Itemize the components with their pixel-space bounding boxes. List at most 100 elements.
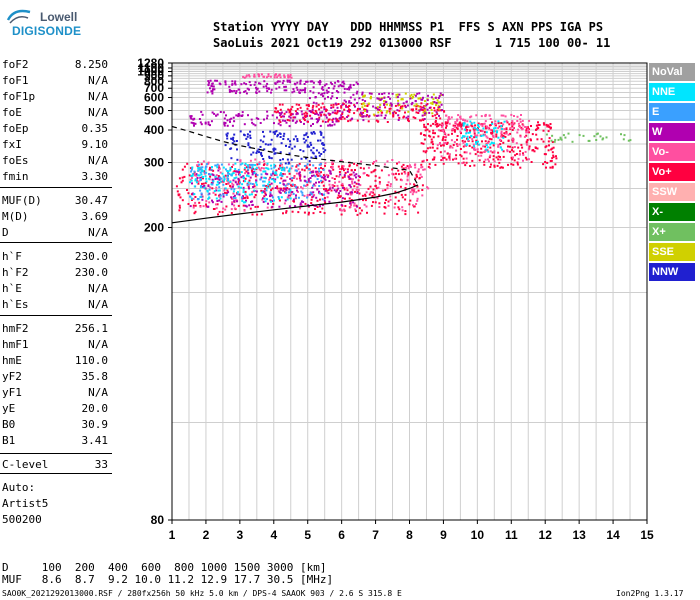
param-row: hmF2 256.1 <box>2 322 108 336</box>
echo-point <box>567 132 570 135</box>
echo-point <box>211 201 214 204</box>
echo-point <box>304 111 307 114</box>
echo-point <box>282 189 285 192</box>
echo-point <box>526 129 529 131</box>
echo-point <box>326 196 329 199</box>
echo-point <box>284 119 287 122</box>
echo-point <box>547 130 550 133</box>
echo-point <box>493 151 496 154</box>
echo-point <box>309 110 312 113</box>
echo-point <box>334 109 337 112</box>
echo-point <box>294 135 297 138</box>
echo-point <box>298 177 301 180</box>
echo-point <box>525 158 528 161</box>
echo-point <box>262 164 265 166</box>
echo-point <box>289 140 291 143</box>
echo-point <box>428 106 431 109</box>
echo-point <box>274 171 277 174</box>
echo-point <box>351 117 354 120</box>
echo-point <box>432 132 435 135</box>
echo-point <box>371 195 374 197</box>
echo-point <box>398 116 401 119</box>
echo-point <box>273 122 275 125</box>
echo-point <box>270 138 273 141</box>
echo-point <box>270 194 273 197</box>
echo-point <box>270 88 273 91</box>
param-value: 30.47 <box>74 194 108 207</box>
echo-point <box>334 181 336 184</box>
echo-point <box>389 104 391 107</box>
echo-point <box>511 125 514 128</box>
echo-point <box>250 193 253 196</box>
echo-point <box>452 158 454 161</box>
echo-point <box>542 122 545 125</box>
echo-point <box>400 179 403 182</box>
echo-point <box>446 152 449 155</box>
echo-point <box>334 117 337 120</box>
echo-point <box>302 150 305 153</box>
echo-point <box>512 163 515 166</box>
echo-point <box>304 202 307 205</box>
param-value: N/A <box>88 154 108 167</box>
echo-point <box>261 154 263 157</box>
echo-point <box>442 144 445 147</box>
echo-point <box>215 197 218 200</box>
echo-point <box>344 172 347 174</box>
echo-point <box>224 168 227 171</box>
echo-point <box>453 141 456 144</box>
echo-point <box>442 162 445 165</box>
echo-point <box>413 188 416 191</box>
echo-point <box>494 120 497 123</box>
echo-point <box>340 168 343 171</box>
echo-point <box>489 146 492 149</box>
echo-point <box>623 134 626 137</box>
echo-point <box>222 193 225 196</box>
echo-point <box>202 182 205 185</box>
echo-point <box>469 165 472 167</box>
echo-point <box>311 106 314 109</box>
echo-point <box>380 169 383 172</box>
echo-point <box>242 75 245 78</box>
echo-point <box>481 125 484 127</box>
echo-point <box>231 83 234 86</box>
echo-point <box>503 132 506 135</box>
echo-point <box>354 209 357 212</box>
echo-point <box>448 158 451 161</box>
echo-point <box>285 144 287 147</box>
echo-point <box>273 180 276 183</box>
echo-point <box>224 80 227 83</box>
echo-point <box>199 171 202 174</box>
echo-point <box>434 114 437 117</box>
echo-point <box>521 123 524 126</box>
echo-point <box>248 204 251 207</box>
echo-point <box>462 157 465 160</box>
echo-point <box>545 133 548 136</box>
echo-point <box>252 167 255 170</box>
echo-point <box>433 156 436 159</box>
echo-point <box>336 106 339 109</box>
echo-point <box>308 163 311 166</box>
echo-point <box>327 118 330 121</box>
param-value: 33 <box>94 458 108 471</box>
echo-point <box>230 208 233 211</box>
echo-point <box>438 114 440 117</box>
echo-point <box>548 144 550 147</box>
echo-point <box>319 139 322 142</box>
echo-point <box>301 187 304 190</box>
echo-point <box>312 212 315 215</box>
echo-point <box>455 126 458 129</box>
echo-point <box>320 106 323 109</box>
echo-point <box>319 205 321 208</box>
echo-point <box>274 73 277 76</box>
echo-point <box>338 168 341 170</box>
echo-point <box>402 167 405 170</box>
echo-point <box>247 175 250 178</box>
echo-point <box>258 151 260 154</box>
echo-point <box>459 117 462 120</box>
echo-point <box>627 139 630 142</box>
echo-point <box>240 83 243 86</box>
echo-point <box>227 181 230 184</box>
param-value: N/A <box>88 90 108 103</box>
echo-point <box>400 165 403 168</box>
echo-point <box>488 160 490 163</box>
